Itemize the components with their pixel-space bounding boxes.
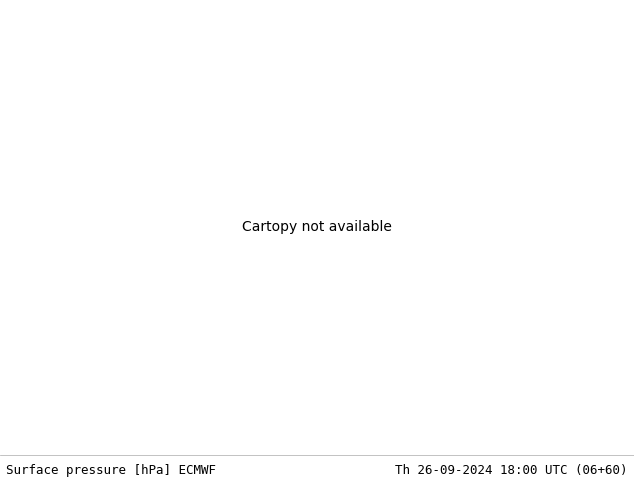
Text: Th 26-09-2024 18:00 UTC (06+60): Th 26-09-2024 18:00 UTC (06+60) bbox=[395, 464, 628, 477]
Text: Cartopy not available: Cartopy not available bbox=[242, 220, 392, 234]
Text: Surface pressure [hPa] ECMWF: Surface pressure [hPa] ECMWF bbox=[6, 464, 216, 477]
